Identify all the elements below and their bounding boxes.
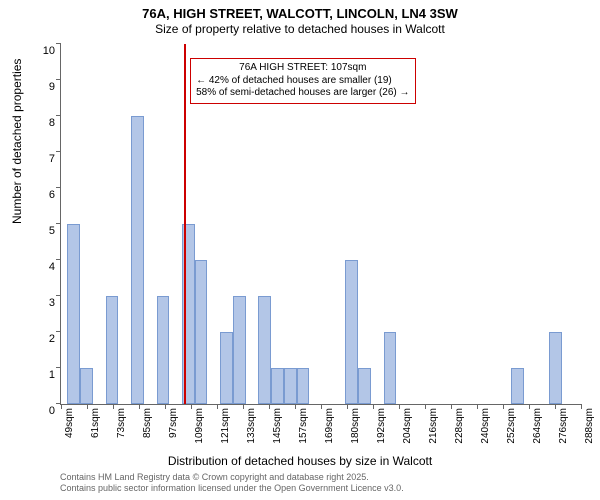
histogram-bar xyxy=(271,368,284,404)
x-tick-label: 216sqm xyxy=(428,408,439,444)
x-tick-mark xyxy=(529,404,530,409)
y-tick-label: 4 xyxy=(31,261,61,273)
x-tick-mark xyxy=(477,404,478,409)
histogram-bar xyxy=(511,368,524,404)
x-tick-label: 192sqm xyxy=(376,408,387,444)
x-axis-label: Distribution of detached houses by size … xyxy=(0,454,600,468)
x-tick-label: 85sqm xyxy=(142,408,153,438)
annotation-larger: 58% of semi-detached houses are larger (… xyxy=(196,87,409,100)
x-tick-mark xyxy=(399,404,400,409)
x-tick-label: 240sqm xyxy=(480,408,491,444)
histogram-bar xyxy=(284,368,297,404)
chart-title-sub: Size of property relative to detached ho… xyxy=(0,22,600,36)
x-tick-label: 109sqm xyxy=(194,408,205,444)
annotation-box: 76A HIGH STREET: 107sqm ← 42% of detache… xyxy=(190,58,415,104)
x-tick-label: 169sqm xyxy=(324,408,335,444)
x-tick-label: 204sqm xyxy=(402,408,413,444)
y-tick-label: 9 xyxy=(31,81,61,93)
x-tick-mark xyxy=(555,404,556,409)
chart-title-main: 76A, HIGH STREET, WALCOTT, LINCOLN, LN4 … xyxy=(0,6,600,21)
y-tick-label: 2 xyxy=(31,333,61,345)
histogram-bar xyxy=(195,260,208,404)
histogram-bar xyxy=(345,260,358,404)
histogram-bar xyxy=(384,332,397,404)
y-tick-mark xyxy=(56,331,61,332)
y-tick-label: 3 xyxy=(31,297,61,309)
plot-area: 76A HIGH STREET: 107sqm ← 42% of detache… xyxy=(60,44,581,405)
footer-line-2: Contains public sector information licen… xyxy=(60,483,404,494)
x-tick-mark xyxy=(295,404,296,409)
histogram-bar xyxy=(297,368,310,404)
y-tick-label: 6 xyxy=(31,189,61,201)
y-tick-label: 10 xyxy=(31,45,61,57)
x-tick-label: 157sqm xyxy=(298,408,309,444)
histogram-bar xyxy=(131,116,144,404)
x-tick-label: 133sqm xyxy=(246,408,257,444)
histogram-bar xyxy=(106,296,119,404)
property-size-chart: 76A, HIGH STREET, WALCOTT, LINCOLN, LN4 … xyxy=(0,0,600,500)
histogram-bar xyxy=(80,368,93,404)
x-tick-mark xyxy=(165,404,166,409)
histogram-bar xyxy=(220,332,233,404)
x-tick-label: 49sqm xyxy=(64,408,75,438)
footer-line-1: Contains HM Land Registry data © Crown c… xyxy=(60,472,404,483)
y-tick-mark xyxy=(56,259,61,260)
x-tick-mark xyxy=(425,404,426,409)
y-tick-mark xyxy=(56,223,61,224)
x-tick-label: 288sqm xyxy=(584,408,595,444)
y-tick-label: 0 xyxy=(31,405,61,417)
x-tick-mark xyxy=(217,404,218,409)
y-tick-mark xyxy=(56,151,61,152)
y-tick-label: 8 xyxy=(31,117,61,129)
y-axis-label: Number of detached properties xyxy=(10,59,24,224)
y-tick-mark xyxy=(56,79,61,80)
x-tick-mark xyxy=(243,404,244,409)
y-tick-label: 1 xyxy=(31,369,61,381)
histogram-bar xyxy=(67,224,80,404)
x-tick-label: 73sqm xyxy=(116,408,127,438)
x-tick-label: 264sqm xyxy=(532,408,543,444)
histogram-bar xyxy=(258,296,271,404)
x-tick-mark xyxy=(61,404,62,409)
x-tick-mark xyxy=(581,404,582,409)
x-tick-mark xyxy=(347,404,348,409)
x-tick-label: 97sqm xyxy=(168,408,179,438)
y-tick-mark xyxy=(56,187,61,188)
annotation-title: 76A HIGH STREET: 107sqm xyxy=(196,62,409,75)
histogram-bar xyxy=(358,368,371,404)
y-tick-mark xyxy=(56,115,61,116)
x-tick-label: 145sqm xyxy=(272,408,283,444)
histogram-bar xyxy=(157,296,170,404)
x-tick-label: 252sqm xyxy=(506,408,517,444)
x-tick-mark xyxy=(139,404,140,409)
y-tick-label: 5 xyxy=(31,225,61,237)
x-tick-label: 180sqm xyxy=(350,408,361,444)
y-tick-mark xyxy=(56,367,61,368)
x-tick-label: 228sqm xyxy=(454,408,465,444)
x-tick-label: 61sqm xyxy=(90,408,101,438)
x-tick-mark xyxy=(113,404,114,409)
x-tick-mark xyxy=(87,404,88,409)
x-tick-mark xyxy=(451,404,452,409)
y-tick-mark xyxy=(56,295,61,296)
annotation-smaller: ← 42% of detached houses are smaller (19… xyxy=(196,75,409,88)
y-tick-mark xyxy=(56,43,61,44)
x-tick-mark xyxy=(321,404,322,409)
x-tick-label: 276sqm xyxy=(558,408,569,444)
x-tick-mark xyxy=(503,404,504,409)
property-marker-line xyxy=(184,44,186,404)
x-tick-mark xyxy=(269,404,270,409)
x-tick-mark xyxy=(373,404,374,409)
x-tick-label: 121sqm xyxy=(220,408,231,444)
histogram-bar xyxy=(233,296,246,404)
chart-footer: Contains HM Land Registry data © Crown c… xyxy=(60,472,404,494)
x-tick-mark xyxy=(191,404,192,409)
y-tick-label: 7 xyxy=(31,153,61,165)
histogram-bar xyxy=(549,332,562,404)
